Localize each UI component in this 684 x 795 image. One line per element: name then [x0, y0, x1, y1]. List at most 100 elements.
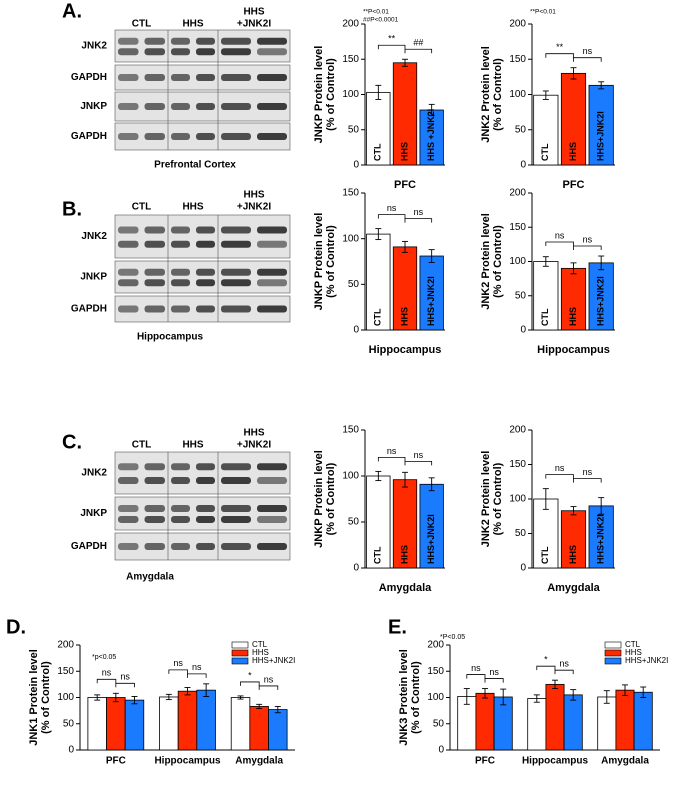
significance-label: ns — [555, 463, 565, 473]
y-tick-label: 200 — [509, 188, 526, 199]
bar — [527, 698, 547, 751]
legend-label: HHS+JNK2I — [252, 656, 295, 665]
note: *p<0.05 — [92, 654, 116, 661]
blot-band — [196, 48, 215, 56]
y-axis-label: (% of Control) — [325, 58, 337, 131]
bar — [249, 706, 269, 751]
error-bar — [274, 705, 281, 714]
error-bar — [500, 688, 507, 706]
blot-band — [144, 103, 165, 110]
y-tick-label: 50 — [348, 279, 360, 290]
y-axis-label: JNKP Protein level — [313, 46, 325, 144]
blot-caption: Hippocampus — [137, 332, 204, 343]
y-axis-label: (% of Control) — [325, 462, 337, 535]
x-tick-label: Amygdala — [601, 756, 649, 767]
x-tick-label: PFC — [475, 756, 495, 767]
blot-band — [171, 226, 190, 234]
blot-band — [171, 103, 190, 110]
blot-band — [221, 37, 251, 45]
blot-band — [196, 543, 215, 550]
y-axis-label: JNK2 Protein level — [480, 451, 492, 548]
blot-column-label: HHS — [243, 190, 264, 201]
blot-band — [118, 279, 139, 287]
x-tick-label: Hippocampus — [154, 756, 221, 767]
blot-column-label: +JNK2I — [237, 19, 271, 30]
significance-label: ns — [192, 662, 202, 672]
blot-band — [171, 543, 190, 550]
y-tick-label: 0 — [68, 745, 74, 756]
significance-bracket — [404, 461, 433, 466]
blot-band — [221, 505, 251, 513]
y-tick-label: 0 — [353, 563, 359, 574]
error-bar — [640, 686, 647, 698]
error-bar — [402, 240, 408, 253]
y-tick-label: 50 — [515, 528, 527, 539]
blot-band — [144, 48, 165, 56]
blot-band — [144, 477, 165, 485]
category-label: HHS+JNK2I — [596, 514, 606, 564]
significance-bracket — [377, 457, 406, 462]
y-tick-label: 50 — [348, 517, 360, 528]
legend-label: CTL — [625, 640, 641, 649]
blot-row-label: JNKP — [80, 101, 107, 112]
y-tick-label: 150 — [342, 188, 359, 199]
y-tick-label: 0 — [520, 160, 526, 171]
blot-band — [171, 268, 190, 276]
category-label: CTL — [373, 308, 383, 326]
blot-band — [196, 133, 215, 140]
blot-column-label: +JNK2I — [237, 440, 271, 451]
blot-band — [221, 477, 251, 485]
bar — [196, 689, 216, 751]
blot-band — [257, 133, 287, 140]
y-tick-label: 200 — [342, 19, 359, 30]
blot-band — [171, 133, 190, 140]
note: **P<0.01 — [363, 9, 389, 16]
y-axis-label: (% of Control) — [492, 58, 504, 131]
y-tick-label: 50 — [515, 290, 527, 301]
blot-band — [144, 268, 165, 276]
error-bar — [131, 696, 138, 705]
significance-label: ns — [559, 659, 569, 669]
bar — [124, 699, 145, 751]
legend-label: HHS — [625, 648, 642, 657]
error-bar — [256, 703, 263, 709]
category-label: CTL — [540, 143, 550, 161]
blot-caption: Prefrontal Cortex — [154, 160, 236, 171]
blot-band — [118, 543, 139, 550]
blot-row-label: GAPDH — [71, 304, 107, 315]
legend-swatch — [604, 641, 622, 649]
error-bar — [237, 695, 244, 700]
error-bar — [165, 693, 172, 701]
category-label: CTL — [373, 143, 383, 161]
y-tick-label: 200 — [427, 640, 444, 651]
blot-row — [114, 260, 291, 294]
significance-label: ## — [413, 38, 423, 48]
blot-band — [144, 463, 165, 471]
blot-band — [118, 240, 139, 248]
blot-band — [196, 305, 215, 313]
blot-band — [144, 543, 165, 550]
error-bar — [570, 506, 577, 516]
bar — [545, 683, 565, 751]
y-tick-label: 0 — [353, 325, 359, 336]
significance-bracket — [258, 685, 279, 690]
significance-label: ns — [414, 450, 424, 460]
blot-band — [196, 463, 215, 471]
bar — [563, 694, 583, 751]
y-tick-label: 0 — [520, 325, 526, 336]
x-axis-label: PFC — [394, 179, 416, 191]
category-label: CTL — [540, 546, 550, 564]
blot-row — [114, 29, 291, 63]
y-tick-label: 150 — [57, 666, 74, 677]
blot-row-label: GAPDH — [71, 541, 107, 552]
significance-bracket — [554, 669, 574, 675]
blot-band — [196, 240, 215, 248]
bar — [159, 696, 179, 751]
y-axis-label: JNK1 Protein level — [28, 649, 40, 746]
y-axis-label: (% of Control) — [492, 225, 504, 298]
blot-band — [221, 226, 251, 234]
bar — [87, 697, 107, 751]
blot-band — [118, 226, 139, 234]
y-tick-label: 150 — [342, 425, 359, 436]
